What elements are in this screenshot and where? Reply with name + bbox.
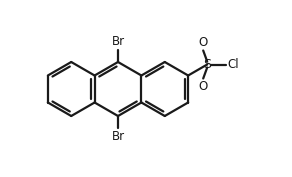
- Text: S: S: [203, 58, 211, 71]
- Text: O: O: [199, 81, 208, 93]
- Text: Cl: Cl: [227, 58, 239, 71]
- Text: Br: Br: [112, 130, 125, 143]
- Text: Br: Br: [112, 35, 125, 48]
- Text: O: O: [199, 36, 208, 48]
